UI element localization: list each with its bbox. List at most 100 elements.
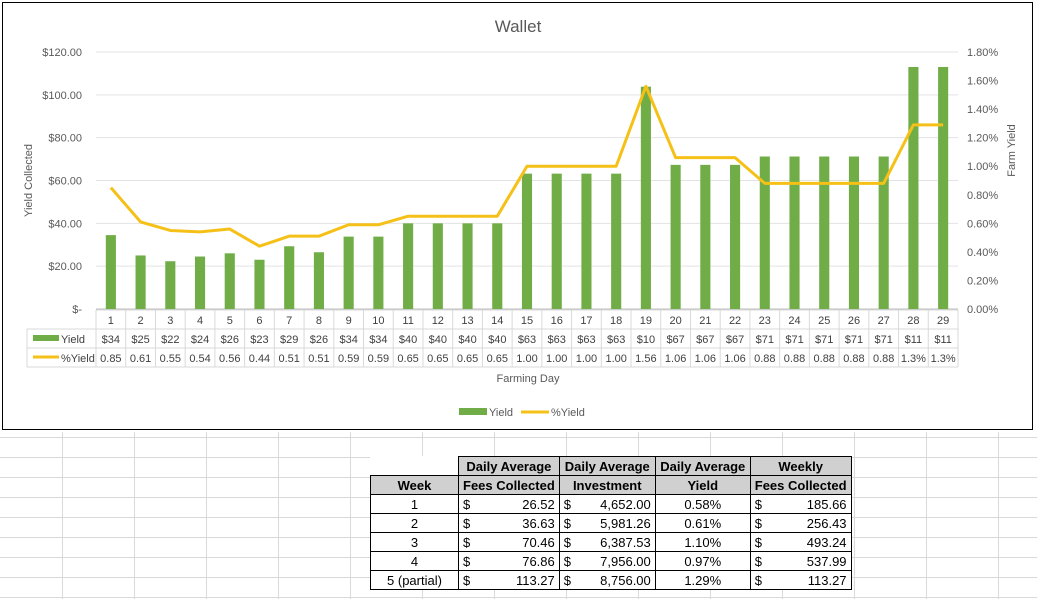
data-table-percent-yield-value: 1.3%	[931, 353, 956, 365]
x-tick-label: 7	[286, 315, 292, 327]
x-tick-label: 20	[669, 315, 681, 327]
x-tick-label: 28	[907, 315, 919, 327]
currency-value: 26.52	[522, 496, 555, 512]
data-table-percent-yield-value: 0.56	[219, 353, 240, 365]
currency-symbol: $	[563, 553, 571, 569]
currency-symbol: $	[463, 534, 471, 550]
data-table-percent-yield-value: 1.00	[516, 353, 537, 365]
y-right-tick-label: 0.20%	[967, 275, 998, 287]
currency-value: 4,652.00	[600, 496, 651, 512]
week-cell[interactable]: 2	[370, 513, 459, 533]
daily-avg-investment-cell[interactable]: $7,956.00	[558, 551, 656, 571]
data-table-yield-value: $26	[310, 334, 328, 346]
data-table-percent-yield-value: 0.59	[338, 353, 359, 365]
daily-avg-investment-cell[interactable]: $4,652.00	[558, 494, 656, 514]
data-table-yield-value: $22	[161, 334, 179, 346]
data-table-row-label-percent-yield: %Yield	[61, 353, 95, 365]
data-table-percent-yield-value: 1.00	[546, 353, 567, 365]
data-table-percent-yield-value: 0.88	[843, 353, 864, 365]
header-investment: Investment	[558, 475, 656, 495]
currency-symbol: $	[463, 553, 471, 569]
week-cell[interactable]: 5 (partial)	[370, 570, 459, 590]
weekly-fees-cell[interactable]: $256.43	[749, 513, 852, 533]
table-row: 5 (partial) $113.27 $8,756.00 1.29% $113.27	[370, 570, 852, 590]
daily-avg-fees-cell[interactable]: $36.63	[458, 513, 560, 533]
legend-label-yield: Yield	[489, 407, 513, 419]
currency-value: 7,956.00	[600, 553, 651, 569]
line-percent-yield	[109, 84, 944, 248]
data-table-yield-value: $40	[399, 334, 417, 346]
week-cell[interactable]: 4	[370, 551, 459, 571]
y-right-tick-label: 1.20%	[967, 133, 998, 145]
y-right-tick-label: 1.60%	[967, 76, 998, 88]
data-table-percent-yield-value: 0.88	[754, 353, 775, 365]
currency-value: 185.66	[806, 496, 847, 512]
data-table-yield-value: $34	[339, 334, 357, 346]
daily-avg-yield-cell[interactable]: 1.29%	[654, 570, 751, 590]
week-cell[interactable]: 3	[370, 532, 459, 552]
currency-value: 76.86	[522, 553, 555, 569]
y-right-tick-label: 1.40%	[967, 104, 998, 116]
bar-yield-day-27	[878, 156, 889, 309]
daily-avg-fees-cell[interactable]: $26.52	[458, 494, 560, 514]
x-tick-label: 15	[521, 315, 533, 327]
currency-value: 70.46	[522, 534, 555, 550]
legend-key-yield-table	[33, 335, 59, 341]
x-tick-label: 3	[167, 315, 173, 327]
data-table-yield-value: $23	[250, 334, 268, 346]
bar-yield-day-5	[224, 253, 235, 309]
data-table-yield-value: $71	[815, 334, 833, 346]
bar-yield-day-2	[135, 255, 146, 309]
data-table-percent-yield-value: 1.00	[605, 353, 626, 365]
daily-avg-fees-cell[interactable]: $76.86	[458, 551, 560, 571]
table-row: 2 $36.63 $5,981.26 0.61% $256.43	[370, 513, 852, 533]
weekly-fees-cell[interactable]: $493.24	[749, 532, 852, 552]
data-table-percent-yield-value: 0.65	[397, 353, 418, 365]
currency-value: 5,981.26	[600, 515, 651, 531]
data-table-yield-value: $63	[577, 334, 595, 346]
daily-avg-investment-cell[interactable]: $5,981.26	[558, 513, 656, 533]
data-table-yield-value: $63	[607, 334, 625, 346]
currency-symbol: $	[754, 572, 762, 588]
daily-avg-investment-cell[interactable]: $6,387.53	[558, 532, 656, 552]
currency-symbol: $	[563, 515, 571, 531]
currency-symbol: $	[563, 572, 571, 588]
daily-avg-investment-cell[interactable]: $8,756.00	[558, 570, 656, 590]
daily-avg-yield-cell[interactable]: 0.97%	[654, 551, 751, 571]
bar-yield-day-21	[700, 164, 711, 309]
x-tick-label: 14	[491, 315, 503, 327]
x-tick-label: 16	[551, 315, 563, 327]
y-right-tick-label: 0.80%	[967, 190, 998, 202]
y-left-tick-label: $-	[72, 304, 82, 316]
x-tick-label: 6	[256, 315, 262, 327]
y-left-tick-label: $60.00	[48, 176, 82, 188]
data-table-yield-value: $67	[666, 334, 684, 346]
currency-symbol: $	[463, 572, 471, 588]
daily-avg-fees-cell[interactable]: $113.27	[458, 570, 560, 590]
bar-yield-day-13	[462, 223, 473, 309]
week-cell[interactable]: 1	[370, 494, 459, 514]
weekly-fees-cell[interactable]: $185.66	[749, 494, 852, 514]
daily-avg-yield-cell[interactable]: 0.58%	[654, 494, 751, 514]
bar-yield-day-28	[908, 66, 919, 309]
currency-symbol: $	[754, 534, 762, 550]
bar-yield-day-3	[165, 261, 176, 309]
x-tick-label: 21	[699, 315, 711, 327]
data-table-percent-yield-value: 0.85	[100, 353, 121, 365]
data-table-percent-yield-value: 1.06	[665, 353, 686, 365]
daily-avg-yield-cell[interactable]: 1.10%	[654, 532, 751, 552]
currency-symbol: $	[563, 496, 571, 512]
weekly-fees-cell[interactable]: $113.27	[749, 570, 852, 590]
bar-yield-day-23	[759, 156, 770, 309]
header-fees-collected: Fees Collected	[458, 475, 560, 495]
daily-avg-fees-cell[interactable]: $70.46	[458, 532, 560, 552]
chart-frame[interactable]: Wallet $- $20.00 $40.00 $60.00 $80.00 $100.00 $…	[2, 2, 1033, 430]
daily-avg-yield-cell[interactable]: 0.61%	[654, 513, 751, 533]
weekly-fees-cell[interactable]: $537.99	[749, 551, 852, 571]
currency-symbol: $	[754, 515, 762, 531]
data-table-yield-value: $71	[845, 334, 863, 346]
data-table-yield-value: $71	[785, 334, 803, 346]
x-tick-label: 26	[848, 315, 860, 327]
data-table-yield-value: $40	[429, 334, 447, 346]
y-right-tick-label: 0.00%	[967, 304, 998, 316]
